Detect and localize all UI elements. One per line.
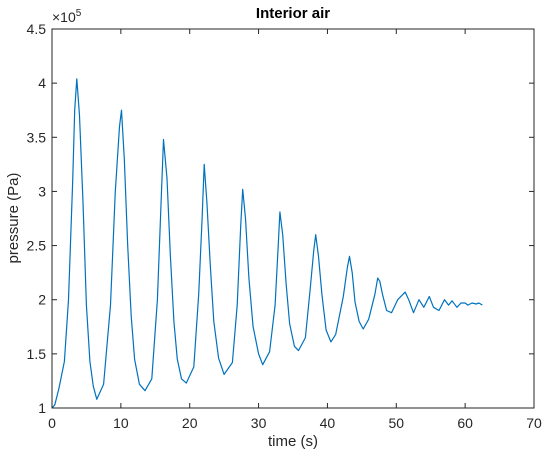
x-tick-label: 30 <box>251 415 267 431</box>
y-axis-exponent-power: 5 <box>76 8 82 19</box>
y-axis-exponent-base: ×10 <box>52 9 76 25</box>
x-tick-label: 70 <box>526 415 542 431</box>
x-tick-label: 40 <box>320 415 336 431</box>
chart-title: Interior air <box>256 5 330 22</box>
y-tick-label: 1.5 <box>27 346 47 362</box>
y-tick-label: 3.5 <box>27 129 47 145</box>
y-tick-label: 2 <box>38 292 46 308</box>
x-axis-title: time (s) <box>268 433 318 450</box>
y-tick-label: 2.5 <box>27 238 47 254</box>
x-tick-label: 10 <box>113 415 129 431</box>
x-tick-label: 60 <box>457 415 473 431</box>
y-tick-label: 1 <box>38 400 46 416</box>
axes-box <box>52 29 534 408</box>
x-tick-label: 50 <box>388 415 404 431</box>
y-tick-label: 4.5 <box>27 21 47 37</box>
y-tick-label: 4 <box>38 75 46 91</box>
x-tick-label: 0 <box>48 415 56 431</box>
plot-area <box>52 29 534 408</box>
y-tick-label: 3 <box>38 183 46 199</box>
x-tick-label: 20 <box>182 415 198 431</box>
y-axis-title: pressure (Pa) <box>5 173 22 264</box>
y-axis-exponent: ×105 <box>52 8 82 25</box>
